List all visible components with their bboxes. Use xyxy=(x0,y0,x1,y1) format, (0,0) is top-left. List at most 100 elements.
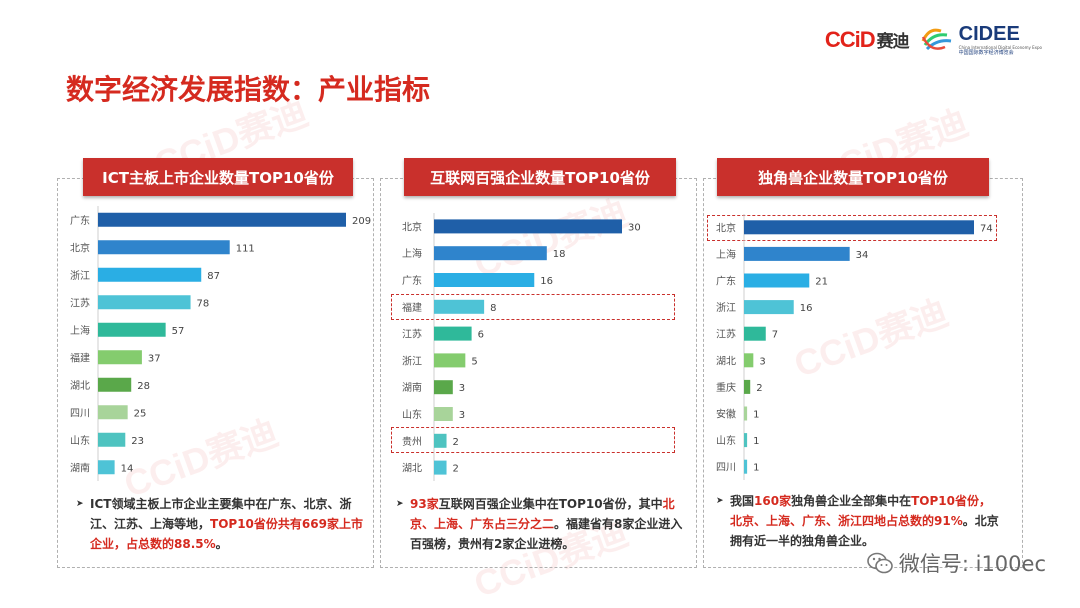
cidee-logo: CIDEE China International Digital Econom… xyxy=(919,24,1042,56)
value-label: 57 xyxy=(172,326,185,337)
category-label: 江苏 xyxy=(70,296,90,309)
value-label: 16 xyxy=(540,276,553,287)
bar xyxy=(434,407,453,421)
value-label: 1 xyxy=(753,463,759,474)
bar xyxy=(744,353,754,368)
value-label: 2 xyxy=(756,383,762,394)
bar xyxy=(744,246,850,261)
bar xyxy=(434,299,485,314)
category-label: 江苏 xyxy=(716,328,736,341)
category-label: 上海 xyxy=(716,248,736,261)
category-label: 上海 xyxy=(402,247,422,260)
category-label: 福建 xyxy=(70,351,90,364)
bullet-arrow-icon: ➤ xyxy=(396,499,404,509)
bar xyxy=(98,460,115,475)
bullet-arrow-icon: ➤ xyxy=(76,499,84,509)
value-label: 2 xyxy=(453,464,459,475)
bar xyxy=(744,406,748,421)
value-label: 14 xyxy=(121,463,134,474)
bar xyxy=(744,326,766,341)
bar xyxy=(98,267,202,282)
bar xyxy=(744,273,810,288)
wechat-icon xyxy=(867,552,893,574)
category-label: 北京 xyxy=(70,241,90,254)
bar xyxy=(98,295,191,310)
value-label: 18 xyxy=(553,249,566,260)
bar xyxy=(98,432,126,447)
bar xyxy=(98,377,132,392)
category-label: 湖南 xyxy=(70,461,90,474)
value-label: 78 xyxy=(197,298,210,309)
value-label: 34 xyxy=(856,250,869,261)
bar-chart-unicorn: 北京 74 上海 34 广东 21 浙江 16 江苏 7 湖北 3 重庆 2 安徽 1 山东 1 四川 1 xyxy=(716,214,993,480)
category-label: 湖北 xyxy=(716,355,736,367)
category-label: 江苏 xyxy=(402,328,422,341)
category-label: 北京 xyxy=(402,220,422,233)
category-label: 山东 xyxy=(716,434,736,447)
highlight-box-fujian xyxy=(391,294,675,320)
value-label: 3 xyxy=(459,383,465,394)
bar-chart-ict: 广东 209 北京 111 浙江 87 江苏 78 上海 57 福建 37 湖北 28 四川 25 山东 23 湖南… xyxy=(70,206,371,481)
category-label: 广东 xyxy=(716,275,736,288)
cidee-emblem-icon xyxy=(921,28,951,51)
category-label: 广东 xyxy=(70,214,90,227)
value-label: 25 xyxy=(134,408,147,419)
note-unicorn: ➤ 我国160家独角兽企业全部集中在TOP10省份，北京、上海、广东、浙江四地占… xyxy=(716,491,1000,551)
bar xyxy=(744,379,751,394)
bar-chart-internet: 北京 30 上海 18 广东 16 福建 8 江苏 6 浙江 5 湖南 3 山东 3 贵州 2 湖北 2 xyxy=(402,213,641,481)
bar xyxy=(434,460,447,475)
value-label: 6 xyxy=(478,330,484,341)
value-label: 5 xyxy=(471,356,477,367)
value-label: 87 xyxy=(207,271,220,282)
bar xyxy=(434,433,447,448)
highlight-box-beijing xyxy=(707,215,997,241)
category-label: 福建 xyxy=(402,301,422,314)
value-label: 1 xyxy=(753,410,759,421)
value-label: 21 xyxy=(815,277,828,288)
category-label: 浙江 xyxy=(402,355,422,367)
bar xyxy=(98,350,142,365)
category-label: 北京 xyxy=(716,221,736,234)
bar xyxy=(98,212,346,227)
category-label: 四川 xyxy=(70,408,90,419)
category-label: 重庆 xyxy=(716,381,736,394)
value-label: 8 xyxy=(490,303,496,314)
category-label: 安徽 xyxy=(716,408,736,421)
value-label: 30 xyxy=(628,222,641,233)
bar xyxy=(98,240,230,255)
value-label: 3 xyxy=(759,356,765,367)
chart-title-internet: 互联网百强企业数量TOP10省份 xyxy=(404,158,676,196)
category-label: 广东 xyxy=(402,274,422,287)
highlight-box-guizhou xyxy=(391,427,675,453)
category-label: 浙江 xyxy=(70,270,90,282)
bar xyxy=(98,322,166,337)
value-label: 111 xyxy=(236,243,255,254)
logo-area: CCiD 赛迪 CIDEE China International Digital… xyxy=(825,20,1042,60)
bar xyxy=(744,300,794,315)
bar xyxy=(434,326,472,341)
value-label: 74 xyxy=(980,223,993,234)
chart-title-unicorn: 独角兽企业数量TOP10省份 xyxy=(717,158,989,196)
bar xyxy=(744,220,974,235)
category-label: 浙江 xyxy=(716,302,736,314)
value-label: 37 xyxy=(148,353,161,364)
chart-title-ict: ICT主板上市企业数量TOP10省份 xyxy=(83,158,353,196)
bar xyxy=(434,219,622,234)
page-title: 数字经济发展指数：产业指标 xyxy=(66,73,431,106)
bar xyxy=(434,380,453,395)
value-label: 3 xyxy=(459,410,465,421)
note-ict: ➤ ICT领域主板上市企业主要集中在广东、北京、浙江、江苏、上海等地，TOP10… xyxy=(76,494,365,554)
bar xyxy=(98,405,128,420)
category-label: 四川 xyxy=(716,463,736,474)
category-label: 山东 xyxy=(402,408,422,421)
category-label: 贵州 xyxy=(402,435,422,448)
wechat-id: 微信号: i100ec xyxy=(867,548,1046,578)
bullet-arrow-icon: ➤ xyxy=(716,496,724,506)
value-label: 16 xyxy=(800,303,813,314)
note-internet: ➤ 93家互联网百强企业集中在TOP10省份，其中北京、上海、广东占三分之二。福… xyxy=(396,494,688,554)
category-label: 湖北 xyxy=(402,463,422,475)
value-label: 28 xyxy=(137,381,150,392)
bar xyxy=(434,273,535,287)
category-label: 上海 xyxy=(70,324,90,337)
value-label: 2 xyxy=(453,437,459,448)
